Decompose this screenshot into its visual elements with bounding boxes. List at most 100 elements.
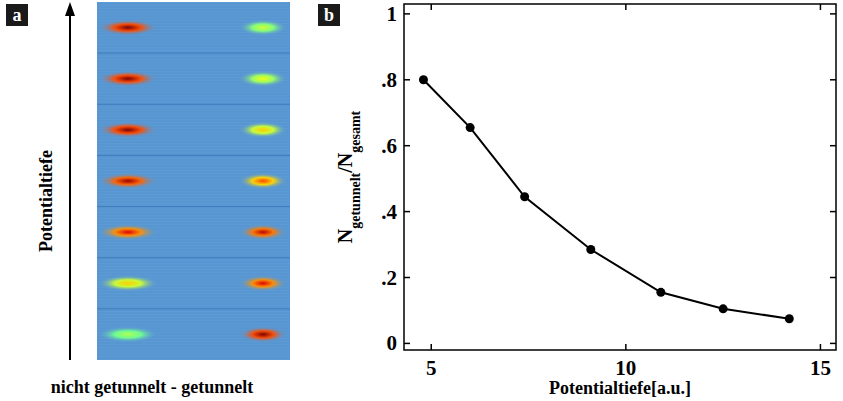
fringe	[97, 193, 290, 194]
fringe	[97, 97, 290, 98]
fringe	[97, 100, 290, 101]
y-tick-label: .4	[381, 200, 397, 224]
fringe	[97, 352, 290, 353]
fringe	[97, 316, 290, 317]
fringe	[97, 250, 290, 251]
fringe	[97, 142, 290, 143]
axis-title-part: N	[334, 228, 356, 243]
arrow-head	[65, 2, 75, 16]
atom-cloud	[98, 173, 158, 189]
fringe	[97, 58, 290, 59]
fringe	[97, 295, 290, 296]
fringe	[97, 301, 290, 302]
fringe	[97, 61, 290, 62]
y-tick	[404, 343, 410, 345]
data-point	[419, 75, 428, 84]
fringe	[97, 7, 290, 8]
data-point	[466, 123, 475, 132]
data-point	[785, 314, 794, 323]
panel-label-box	[6, 4, 28, 26]
x-tick	[430, 4, 432, 10]
fringe	[97, 163, 290, 164]
fringe	[97, 313, 290, 314]
fringe	[97, 106, 290, 107]
fringe	[97, 67, 290, 68]
atom-cloud	[239, 326, 287, 342]
line	[423, 80, 789, 319]
fringe	[97, 310, 290, 311]
fringe	[97, 358, 290, 359]
data-point	[586, 245, 595, 254]
y-tick-label: .2	[381, 266, 397, 290]
fringe	[97, 190, 290, 191]
panel-label-box	[318, 4, 340, 26]
fringe	[97, 13, 290, 14]
fringe	[97, 199, 290, 200]
atom-cloud	[239, 20, 287, 36]
fringe	[97, 244, 290, 245]
atom-cloud	[239, 173, 287, 189]
y-tick	[830, 13, 836, 15]
y-tick	[830, 277, 836, 279]
fringe	[97, 91, 290, 92]
fringe	[97, 271, 290, 272]
fringe	[97, 325, 290, 326]
row-border	[97, 104, 290, 105]
atom-cloud	[98, 122, 158, 138]
x-tick-label: 10	[615, 356, 636, 380]
x-tick	[820, 4, 822, 10]
figure: Potentialtiefenicht getunnelt - getunnel…	[0, 0, 843, 401]
fringe	[97, 19, 290, 20]
y-tick	[830, 145, 836, 147]
fringe	[97, 118, 290, 119]
fringe	[97, 196, 290, 197]
axis-title-part: gesamt	[348, 110, 363, 152]
fringe	[97, 253, 290, 254]
panel-label: a	[13, 5, 22, 25]
fringe	[97, 46, 290, 47]
row-border	[97, 206, 290, 207]
fringe	[97, 211, 290, 212]
y-tick-label: .8	[381, 68, 397, 92]
x-tick	[430, 344, 432, 350]
atom-cloud	[239, 224, 287, 240]
fringe	[97, 214, 290, 215]
atom-cloud	[239, 122, 287, 138]
axis-title: Potentialtiefe	[36, 150, 56, 252]
fringe	[97, 154, 290, 155]
fringe	[97, 349, 290, 350]
fringe	[97, 274, 290, 275]
fringe	[97, 265, 290, 266]
atom-cloud	[98, 224, 158, 240]
axis-title: Ngetunnelt/Ngesamt	[334, 110, 363, 243]
fringe	[97, 160, 290, 161]
fringe	[97, 139, 290, 140]
image-ground	[97, 2, 290, 360]
fringe	[97, 247, 290, 248]
fringe	[97, 52, 290, 53]
x-tick-label: 5	[426, 356, 437, 380]
y-tick-label: 0	[387, 331, 398, 355]
fringe	[97, 307, 290, 308]
fringe	[97, 169, 290, 170]
fringe	[97, 88, 290, 89]
atom-cloud	[98, 326, 158, 342]
y-tick	[404, 145, 410, 147]
axis-title-part: /N	[334, 152, 356, 174]
fringe	[97, 49, 290, 50]
y-tick-label: .6	[381, 134, 397, 158]
arrow-shaft	[69, 12, 71, 360]
fringe	[97, 121, 290, 122]
fringe	[97, 241, 290, 242]
fringe	[97, 55, 290, 56]
fringe	[97, 10, 290, 11]
fringe	[97, 70, 290, 71]
fringe	[97, 322, 290, 323]
y-tick-label: 1	[387, 2, 398, 26]
row-border	[97, 155, 290, 156]
row-border	[97, 53, 290, 54]
fringe	[97, 220, 290, 221]
fringe	[97, 202, 290, 203]
data-point	[520, 192, 529, 201]
fringe	[97, 256, 290, 257]
